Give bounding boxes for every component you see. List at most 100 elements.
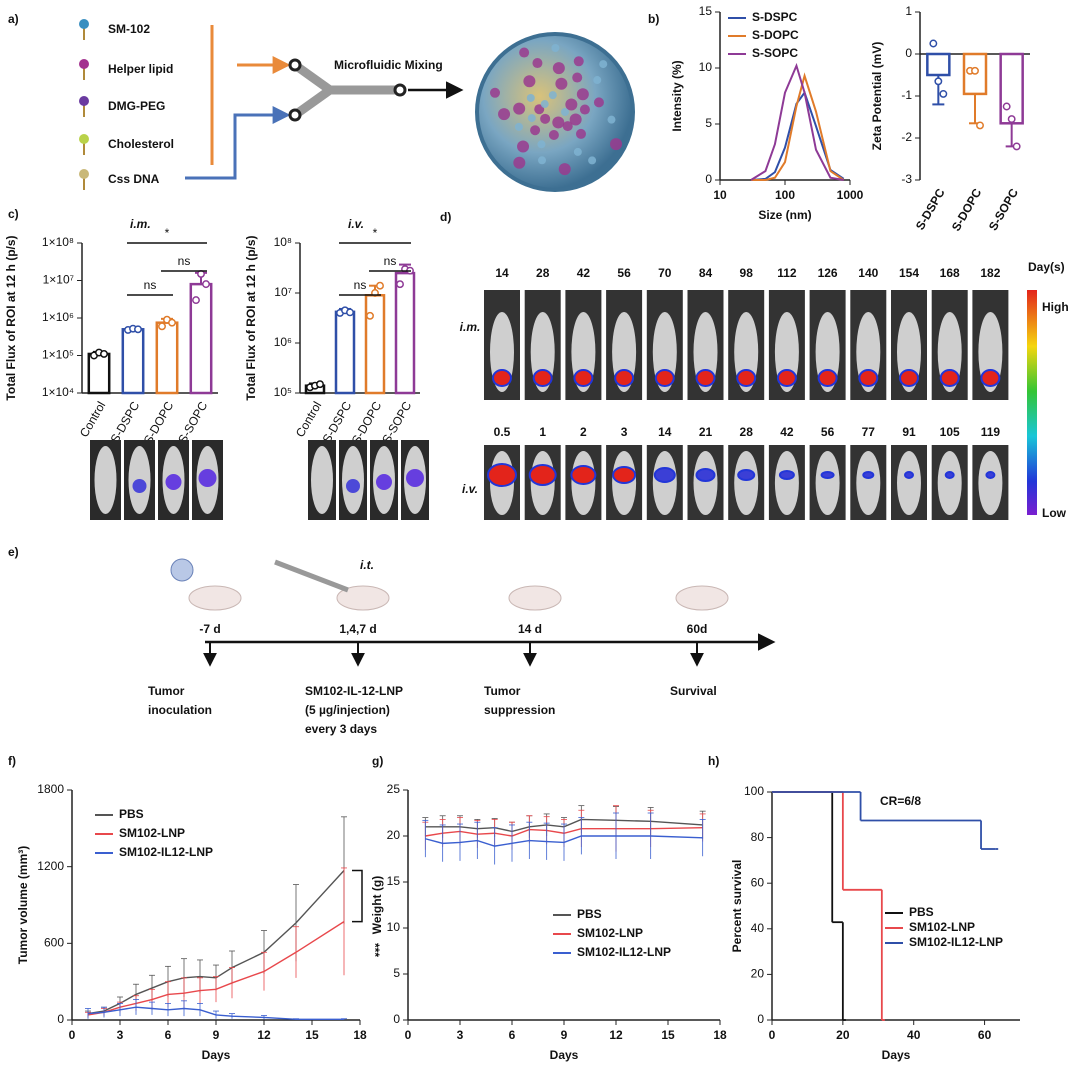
mouse-body	[94, 446, 117, 514]
mixer-chip	[292, 61, 400, 119]
y-tick-label: 5	[705, 116, 712, 130]
event-label: Tumor	[148, 684, 185, 698]
data-point	[202, 280, 210, 289]
day-label: 3	[621, 425, 628, 439]
y-tick-label: 0	[57, 1012, 64, 1026]
particle-detail	[575, 128, 586, 139]
day-label: 77	[862, 425, 876, 439]
signal	[939, 369, 960, 387]
y-tick-label: 10⁵	[274, 385, 292, 399]
particle-detail	[538, 156, 547, 165]
signal	[165, 474, 182, 490]
y-axis-label: Total Flux of ROI at 12 h (p/s)	[244, 235, 258, 400]
data-point	[168, 318, 176, 327]
x-tick-label: 60	[978, 1028, 992, 1042]
particle-detail	[599, 60, 608, 69]
x-tick-label: 15	[661, 1028, 675, 1042]
data-point	[1007, 115, 1016, 124]
event-label: inoculation	[148, 703, 212, 717]
particle-detail	[573, 56, 584, 67]
signal	[492, 369, 512, 387]
mouse-body	[856, 451, 881, 515]
legend-label: SM102-IL12-LNP	[119, 845, 213, 859]
legend-label: SM102-IL12-LNP	[909, 935, 1003, 949]
x-tick-label: 100	[775, 188, 795, 202]
event-label: every 3 days	[305, 722, 377, 736]
bar	[926, 52, 951, 77]
day-label: 98	[740, 266, 754, 280]
signal	[776, 369, 797, 387]
bar	[364, 294, 386, 395]
signal	[346, 479, 360, 493]
data-point	[976, 121, 984, 130]
significance-label: ns	[178, 254, 191, 268]
particle-detail	[540, 113, 551, 124]
row-label: i.m.	[460, 320, 481, 334]
x-tick-label: 6	[509, 1028, 516, 1042]
x-axis-label: Size (nm)	[758, 208, 811, 222]
signal	[573, 369, 594, 387]
y-tick-label: 80	[751, 830, 765, 844]
legend-label: SM102-LNP	[119, 826, 185, 840]
particle-detail	[551, 44, 560, 53]
data-point	[366, 311, 374, 320]
particle-detail	[555, 77, 568, 90]
panel-label: g)	[372, 754, 383, 768]
time-label: 14 d	[518, 622, 542, 636]
particle-detail	[576, 88, 589, 101]
significance-bracket	[352, 869, 363, 923]
particle-detail	[562, 121, 573, 132]
particle-detail	[523, 75, 536, 88]
particle-detail	[593, 76, 602, 85]
x-tick-label: 3	[457, 1028, 464, 1042]
signal	[862, 471, 875, 479]
x-tick-label: 20	[836, 1028, 850, 1042]
series-line	[425, 835, 703, 847]
legend-label: SM102-IL12-LNP	[577, 945, 671, 959]
legend-label: SM102-LNP	[577, 926, 643, 940]
legend-label: PBS	[577, 907, 602, 921]
day-label: 154	[899, 266, 919, 280]
component-label: Css DNA	[108, 172, 160, 186]
particle-detail	[593, 97, 604, 108]
inlet	[288, 58, 302, 72]
day-label: 168	[940, 266, 960, 280]
signal	[899, 369, 919, 387]
x-tick-label: 6	[165, 1028, 172, 1042]
y-tick-label: 10	[387, 920, 401, 934]
data-point	[346, 308, 354, 317]
signal	[528, 464, 557, 486]
day-label: 0.5	[494, 425, 511, 439]
bar	[87, 352, 111, 395]
process-label: Microfluidic Mixing	[334, 58, 443, 72]
lnp-particle	[475, 32, 635, 192]
mouse-body	[734, 451, 759, 515]
x-tick-label: 18	[713, 1028, 727, 1042]
significance-label: *	[165, 226, 170, 240]
y-tick-label: 1×10⁸	[42, 235, 74, 249]
color-scale	[1027, 290, 1037, 515]
particle-detail	[498, 108, 511, 121]
significance-label: *	[373, 226, 378, 240]
day-label: 119	[981, 425, 1001, 439]
signal	[198, 469, 217, 487]
y-tick-label: 100	[744, 784, 764, 798]
panel-label: h)	[708, 754, 719, 768]
data-point	[939, 89, 948, 98]
time-label: -7 d	[199, 622, 220, 636]
particle-detail	[530, 125, 541, 136]
y-axis-label: Weight (g)	[370, 876, 384, 934]
component-icon	[79, 134, 89, 144]
y-tick-label: 0	[905, 46, 912, 60]
y-tick-label: 1×10⁶	[42, 310, 74, 324]
route-label: i.t.	[360, 558, 374, 572]
y-tick-label: 1×10⁷	[43, 273, 74, 287]
particle-detail	[552, 62, 565, 75]
category-label: S-DOPC	[949, 186, 985, 234]
y-tick-label: 0	[705, 172, 712, 186]
panel-label: b)	[648, 12, 659, 26]
time-label: 60d	[687, 622, 708, 636]
component-icon	[79, 169, 89, 179]
particle-detail	[561, 108, 569, 116]
